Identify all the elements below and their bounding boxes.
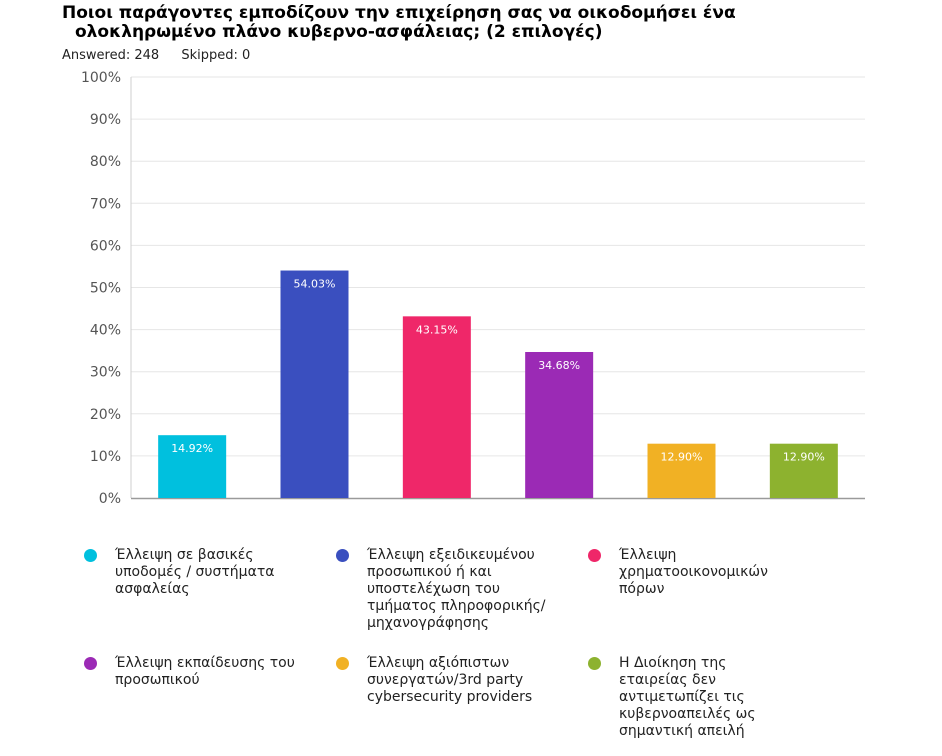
data-label: 12.90% [783, 451, 825, 464]
legend-label: Η Διοίκηση της εταιρείας δεν αντιμετωπίζ… [619, 655, 756, 739]
response-stats: Answered: 248 Skipped: 0 [62, 48, 250, 63]
legend-swatch [588, 657, 601, 670]
y-tick-label: 50% [90, 281, 121, 297]
legend-swatch [84, 657, 97, 670]
answered-count: Answered: 248 [62, 48, 160, 63]
bar [769, 443, 838, 498]
legend-label: Έλλειψη εκπαίδευσης του προσωπικού [115, 655, 295, 688]
y-tick-label: 40% [90, 323, 121, 339]
chart-title: Ποιοι παράγοντες εμποδίζουν την επιχείρη… [62, 4, 922, 42]
bar [158, 435, 227, 498]
skipped-count: Skipped: 0 [181, 48, 251, 63]
legend-swatch [336, 657, 349, 670]
legend-swatch [336, 549, 349, 562]
bar [402, 316, 471, 498]
legend-label: Έλλειψη εξειδικευμένου προσωπικού ή και … [367, 547, 546, 631]
legend-swatch [84, 549, 97, 562]
y-tick-label: 0% [99, 491, 121, 507]
y-tick-label: 90% [90, 112, 121, 128]
data-label: 43.15% [416, 323, 458, 336]
y-tick-label: 70% [90, 196, 121, 212]
data-label: 54.03% [294, 278, 336, 291]
legend-label: Έλλειψη αξιόπιστων συνεργατών/3rd party … [367, 655, 533, 705]
bar-chart: 0% 10% 20% 30% 40% 50% 60% 70% 80% 90% 100% 14.92% 5… [81, 70, 865, 507]
bar [280, 270, 349, 498]
y-tick-label: 20% [90, 407, 121, 423]
y-tick-label: 10% [90, 449, 121, 465]
y-tick-label: 60% [90, 238, 121, 254]
legend-swatch [588, 549, 601, 562]
data-label: 34.68% [538, 359, 580, 372]
legend-label: Έλλειψη σε βασικές υποδομές / συστήματα … [115, 547, 275, 597]
bar [525, 351, 594, 498]
y-tick-label: 80% [90, 154, 121, 170]
legend-label: Έλλειψη χρηματοοικονομικών πόρων [619, 547, 768, 597]
y-tick-label: 30% [90, 365, 121, 381]
chart-title-line2: ολοκληρωμένο πλάνο κυβερνο-ασφάλειας; (2… [75, 22, 603, 42]
bar [647, 443, 716, 498]
y-tick-label: 100% [81, 70, 121, 86]
chart-title-line1: Ποιοι παράγοντες εμποδίζουν την επιχείρη… [62, 3, 736, 23]
data-label: 12.90% [661, 451, 703, 464]
data-label: 14.92% [171, 442, 213, 455]
